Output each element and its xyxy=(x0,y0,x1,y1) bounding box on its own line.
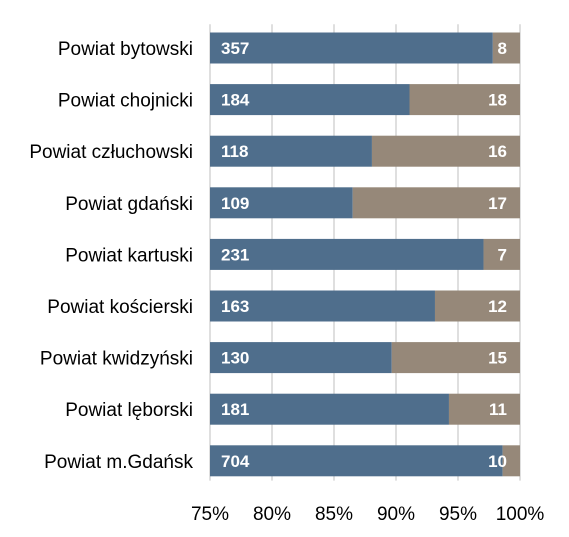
category-label: Powiat kwidzyński xyxy=(40,349,193,370)
bar-value-label: 704 xyxy=(221,452,250,471)
bar-segment-series-2 xyxy=(434,290,520,322)
bar-segment-series-1 xyxy=(210,187,353,219)
category-label: Powiat gdański xyxy=(65,194,193,215)
bar-value-label: 18 xyxy=(488,91,507,110)
x-tick-label: 100% xyxy=(496,504,545,525)
bar-value-label: 16 xyxy=(488,142,507,161)
category-label: Powiat lęborski xyxy=(65,400,193,421)
x-tick-label: 80% xyxy=(253,504,291,525)
bar-value-label: 231 xyxy=(221,245,249,264)
category-label: Powiat człuchowski xyxy=(29,142,193,163)
bar-segment-series-1 xyxy=(210,445,503,477)
bar-segment-series-1 xyxy=(210,84,410,116)
x-tick-label: 85% xyxy=(315,504,353,525)
bar-value-label: 8 xyxy=(498,39,507,58)
bar-segment-series-1 xyxy=(210,342,392,374)
axis-layer: 75% 80% 85% 90% 95% 100% Powiat bytowski Powiat… xyxy=(29,39,544,525)
bar-value-label: 7 xyxy=(498,245,507,264)
bar-value-label: 109 xyxy=(221,194,249,213)
bar-segment-series-1 xyxy=(210,32,493,64)
bar-segment-series-2 xyxy=(502,445,520,477)
bar-segment-series-2 xyxy=(492,32,520,64)
bar-value-label: 11 xyxy=(489,400,507,419)
bar-value-label: 184 xyxy=(221,91,250,110)
bar-segment-series-2 xyxy=(371,135,520,167)
label-layer: 357 8 184 18 118 16 109 17 231 7 163 12 130 15 181 11 70… xyxy=(221,39,507,471)
bar-value-label: 17 xyxy=(488,194,507,213)
bar-value-label: 15 xyxy=(488,349,507,368)
bar-segment-series-2 xyxy=(352,187,520,219)
bar-segment-series-2 xyxy=(391,342,520,374)
category-label: Powiat kościerski xyxy=(47,297,193,318)
bar-value-label: 163 xyxy=(221,297,249,316)
bar-value-label: 130 xyxy=(221,349,249,368)
category-label: Powiat chojnicki xyxy=(58,91,193,112)
bar-value-label: 118 xyxy=(221,142,248,161)
bar-value-label: 12 xyxy=(488,297,507,316)
category-label: Powiat kartuski xyxy=(65,245,193,266)
bar-value-label: 357 xyxy=(221,39,249,58)
x-tick-label: 95% xyxy=(439,504,477,525)
x-tick-label: 90% xyxy=(377,504,415,525)
x-tick-label: 75% xyxy=(191,504,229,525)
bar-segment-series-1 xyxy=(210,290,435,322)
bar-segment-series-2 xyxy=(483,238,520,270)
bar-value-label: 10 xyxy=(488,452,507,471)
bar-segment-series-2 xyxy=(448,393,520,425)
bar-segment-series-2 xyxy=(409,84,520,116)
bar-value-label: 181 xyxy=(221,400,249,419)
category-label: Powiat bytowski xyxy=(58,39,193,60)
bar-layer xyxy=(210,32,520,477)
bar-segment-series-1 xyxy=(210,393,449,425)
category-label: Powiat m.Gdańsk xyxy=(44,452,193,473)
bar-segment-series-1 xyxy=(210,238,484,270)
bar-segment-series-1 xyxy=(210,135,372,167)
